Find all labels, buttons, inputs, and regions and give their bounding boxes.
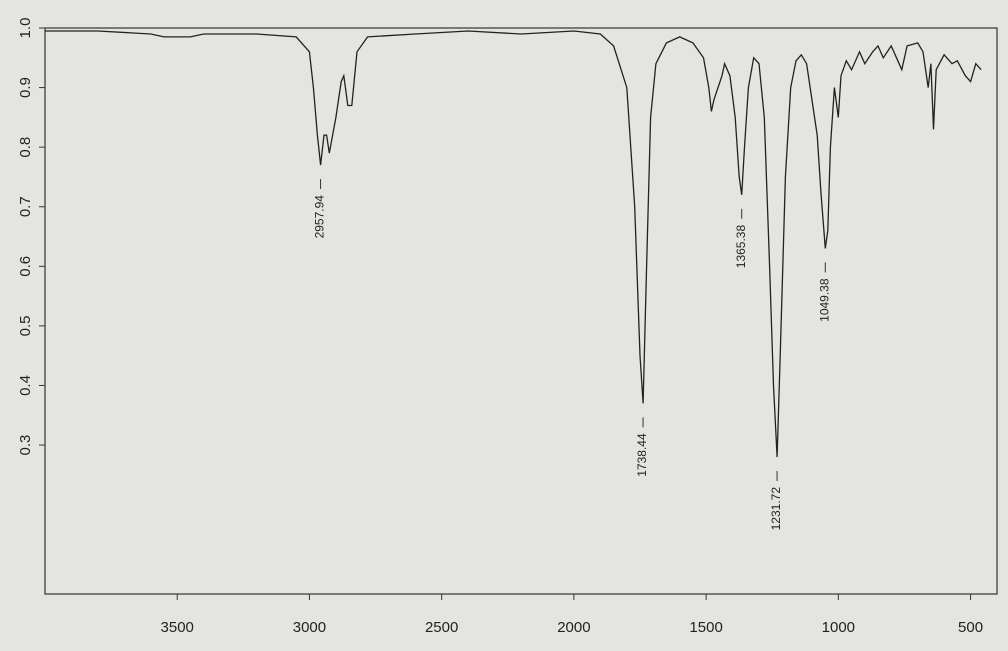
spectrum-line bbox=[45, 30, 982, 458]
x-tick-label: 3500 bbox=[161, 619, 194, 636]
y-tick-label: 0.8 bbox=[17, 137, 34, 158]
x-tick-label: 1000 bbox=[822, 619, 855, 636]
x-tick-label: 2000 bbox=[557, 619, 590, 636]
x-tick-label: 2500 bbox=[425, 619, 458, 636]
plot-frame bbox=[44, 27, 998, 595]
x-tick-label: 500 bbox=[958, 619, 983, 636]
y-tick-label: 0.9 bbox=[17, 77, 34, 98]
y-tick-label: 0.7 bbox=[17, 196, 34, 217]
peak-label: 1049.38 bbox=[817, 278, 831, 322]
x-tick-label: 3000 bbox=[293, 619, 326, 636]
y-tick-label: 0.4 bbox=[17, 375, 34, 396]
peak-label: 1365.38 bbox=[734, 225, 748, 269]
peak-label: 1231.72 bbox=[769, 487, 783, 531]
peak-label: 2957.94 bbox=[313, 195, 327, 239]
x-tick-label: 1500 bbox=[689, 619, 722, 636]
y-tick-label: 0.3 bbox=[17, 435, 34, 456]
peak-label: 1738.44 bbox=[635, 433, 649, 477]
y-tick-label: 0.6 bbox=[17, 256, 34, 277]
y-tick-label: 0.5 bbox=[17, 315, 34, 336]
y-tick-label: 1.0 bbox=[17, 18, 34, 39]
